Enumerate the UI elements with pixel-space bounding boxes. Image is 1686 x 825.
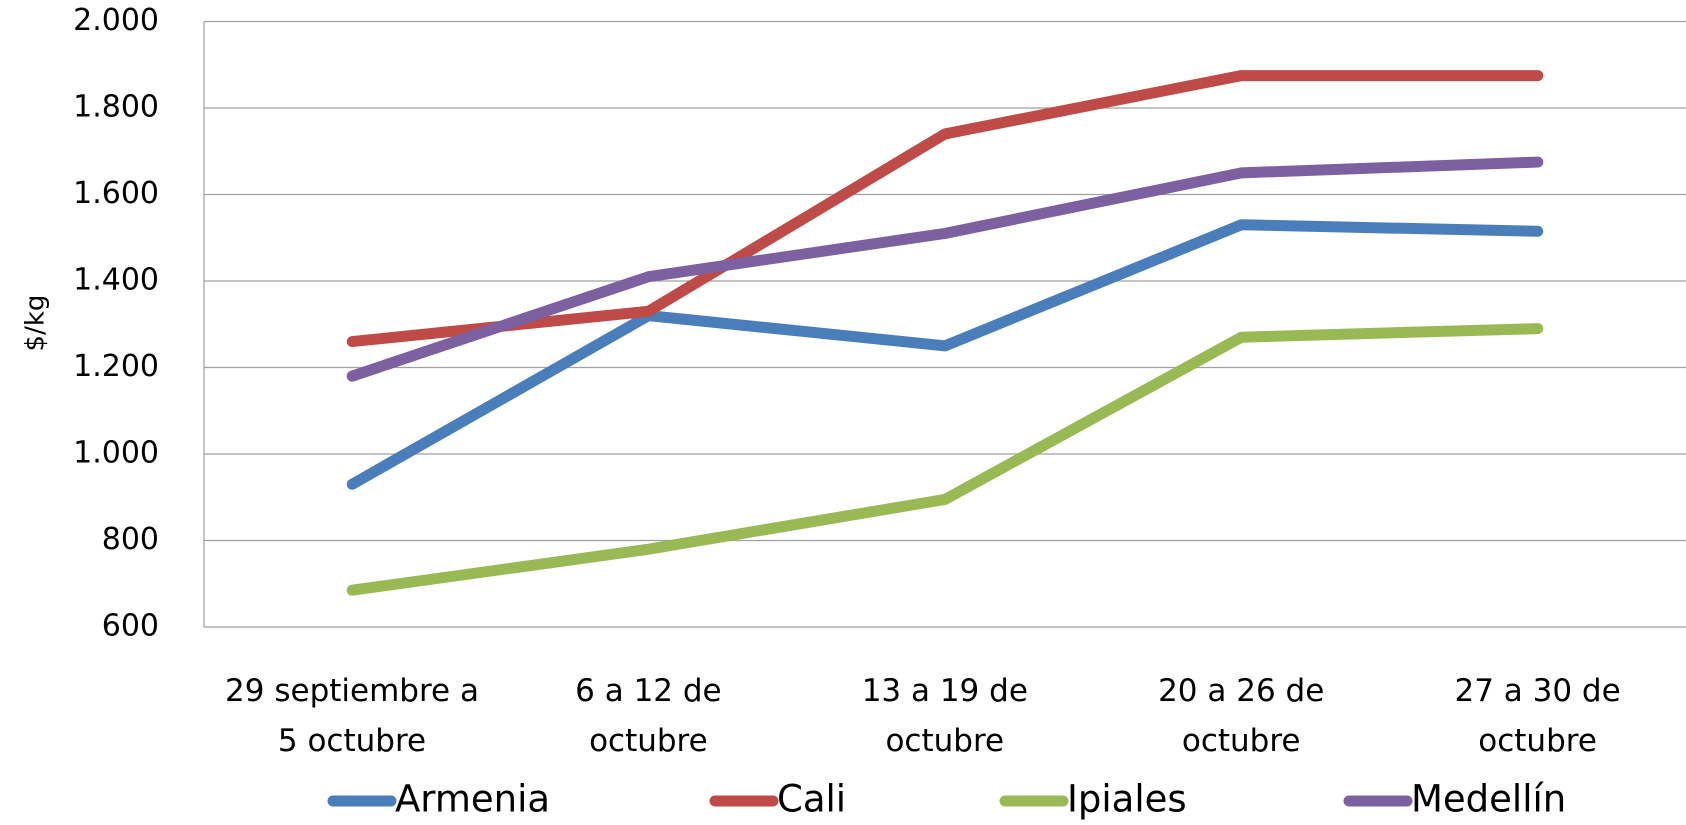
y-tick-label: 600 <box>102 609 159 644</box>
legend-label: Cali <box>777 778 846 821</box>
x-tick-label: 6 a 12 de octubre <box>575 673 722 759</box>
y-tick-label: 1.400 <box>73 263 159 298</box>
series-line <box>346 323 1544 596</box>
x-tick-label: 13 a 19 de octubre <box>861 673 1028 759</box>
y-tick-label: 1.600 <box>73 176 159 211</box>
series-line <box>346 70 1544 348</box>
y-tick-label: 2.000 <box>73 3 159 38</box>
x-tick-label: 29 septiembre a 5 octubre <box>225 673 479 759</box>
legend-label: Armenia <box>395 778 550 821</box>
x-tick-label: 27 a 30 de octubre <box>1454 673 1621 759</box>
y-axis-title: $/kg <box>21 295 51 352</box>
series-line <box>346 156 1544 382</box>
y-tick-label: 1.200 <box>73 349 159 384</box>
y-tick-label: 800 <box>102 522 159 557</box>
legend-label: Ipiales <box>1067 778 1187 821</box>
y-tick-label: 1.000 <box>73 436 159 471</box>
x-tick-label: 20 a 26 de octubre <box>1158 673 1325 759</box>
series-line <box>346 219 1544 490</box>
legend-label: Medellín <box>1411 778 1566 821</box>
y-tick-label: 1.800 <box>73 90 159 125</box>
